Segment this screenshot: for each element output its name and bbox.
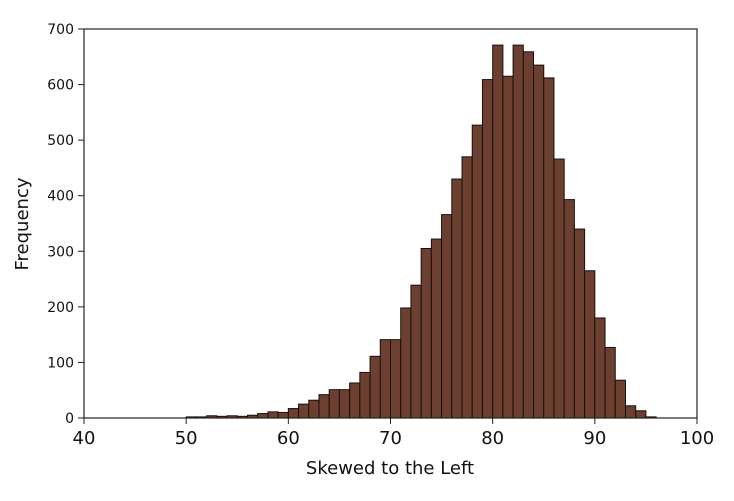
histogram-bars [185, 44, 657, 419]
histogram-bar [451, 178, 463, 419]
histogram-bar [492, 44, 504, 419]
histogram-bar [614, 379, 626, 419]
histogram-bar [553, 158, 565, 419]
y-tick-label: 700 [47, 22, 74, 38]
histogram-bar [502, 75, 514, 419]
histogram-bar [308, 399, 320, 419]
x-axis: 40 50 60 70 80 90 100 [73, 418, 714, 449]
y-tick-label: 200 [47, 300, 74, 316]
y-tick-label: 400 [47, 189, 74, 205]
y-axis-title: Frequency [12, 177, 33, 270]
x-tick-label: 50 [175, 428, 198, 449]
histogram-bar [604, 346, 616, 419]
histogram-bar [584, 270, 596, 419]
histogram-bar [400, 307, 412, 419]
histogram-bar [410, 284, 422, 419]
histogram-bar [390, 339, 402, 419]
x-axis-title: Skewed to the Left [306, 458, 474, 479]
histogram-bar [359, 371, 371, 419]
histogram-bar [594, 317, 606, 419]
histogram-bar [369, 355, 381, 419]
histogram-bar [522, 51, 535, 419]
histogram-bar [533, 64, 545, 419]
histogram-bar [420, 248, 432, 419]
x-tick-label: 40 [73, 428, 96, 449]
y-tick-label: 300 [47, 244, 74, 260]
x-tick-label: 80 [481, 428, 504, 449]
histogram-bar [635, 410, 647, 419]
histogram-bar [563, 199, 575, 419]
x-tick-label: 100 [680, 428, 714, 449]
histogram-bar [338, 389, 351, 419]
histogram-bar [318, 394, 330, 419]
histogram-bar [349, 382, 361, 419]
y-axis: 0 100 200 300 400 500 600 700 [47, 22, 84, 427]
y-tick-label: 500 [47, 133, 74, 149]
x-tick-label: 60 [277, 428, 300, 449]
histogram-bar [257, 413, 269, 419]
histogram-bar [461, 156, 473, 419]
histogram-bar [543, 77, 555, 419]
histogram-bar [287, 408, 300, 419]
y-tick-label: 0 [65, 411, 74, 427]
y-tick-label: 100 [47, 355, 74, 371]
histogram-bar [379, 339, 391, 419]
histogram-bar [441, 214, 453, 419]
histogram-bar [328, 389, 340, 419]
y-tick-label: 600 [47, 78, 74, 94]
histogram-bar [512, 44, 524, 419]
x-tick-label: 70 [379, 428, 402, 449]
histogram-bar [624, 405, 637, 419]
histogram-bar [298, 403, 310, 419]
histogram-bar [430, 238, 443, 419]
x-tick-label: 90 [583, 428, 606, 449]
histogram-bar [267, 411, 279, 419]
histogram-bar [481, 79, 494, 419]
histogram-bar [277, 411, 289, 419]
histogram-bar [471, 124, 483, 419]
histogram-bar [573, 228, 586, 419]
